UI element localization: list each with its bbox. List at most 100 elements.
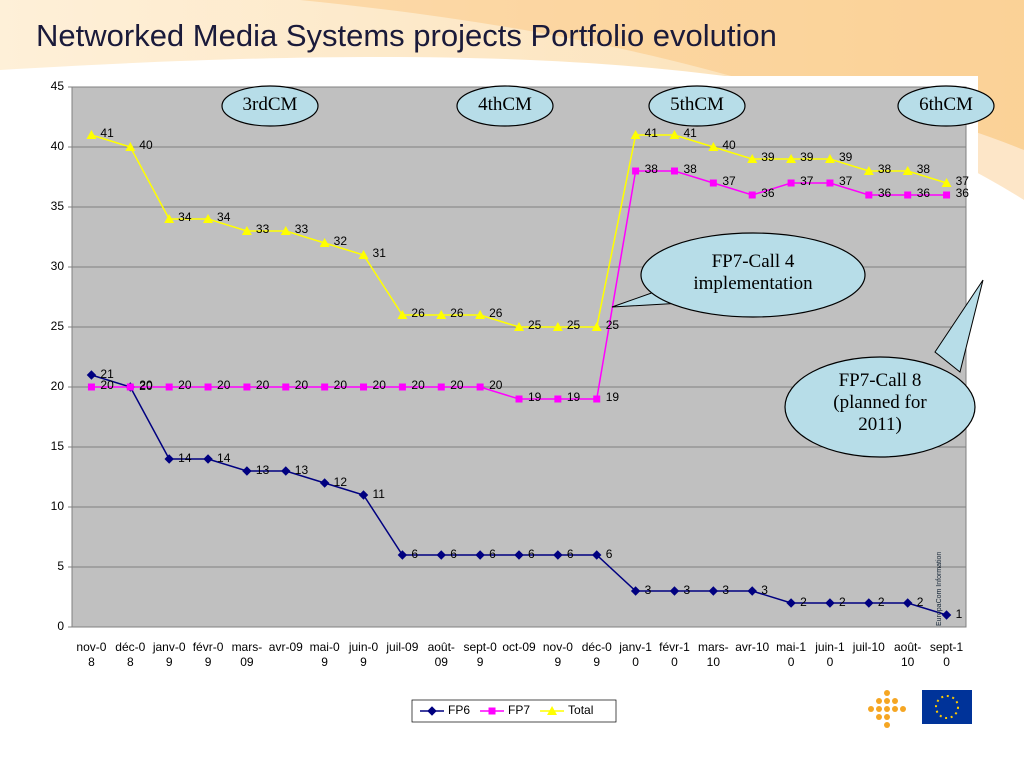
eu-stars [935, 695, 959, 719]
data-point [319, 238, 330, 247]
data-point [87, 383, 95, 391]
x-tick-label: janv-10 [619, 640, 652, 669]
data-point [825, 598, 835, 608]
data-point [242, 466, 252, 476]
annotation-bubble [648, 85, 746, 127]
annotation-bubble [456, 85, 554, 127]
data-label: 20 [334, 378, 348, 392]
callout-text: FP7-Call 8 (planned for 2011) [833, 370, 927, 435]
data-point [241, 226, 252, 235]
data-label: 2 [800, 595, 807, 609]
legend-marker [427, 706, 437, 716]
y-tick-label: 10 [51, 499, 65, 513]
x-tick-label: oct-09 [502, 640, 536, 654]
data-point [554, 395, 562, 403]
data-point [748, 191, 756, 199]
data-point [321, 383, 329, 391]
data-point [164, 214, 175, 223]
y-tick-label: 40 [51, 139, 65, 153]
y-tick-label: 45 [51, 79, 65, 93]
data-label: 13 [256, 463, 270, 477]
data-point [786, 154, 797, 163]
data-point [398, 383, 406, 391]
x-tick-label: déc-08 [115, 640, 146, 669]
data-label: 36 [917, 186, 931, 200]
data-label: 38 [878, 162, 892, 176]
data-point [437, 383, 445, 391]
data-point [941, 178, 952, 187]
data-label: 3 [683, 583, 690, 597]
legend-label: Total [568, 703, 593, 717]
data-label: 37 [722, 174, 736, 188]
callout-bubble [934, 279, 984, 373]
y-tick-label: 30 [51, 259, 65, 273]
annotation-bubble [221, 85, 319, 127]
y-tick-label: 35 [51, 199, 65, 213]
y-tick-label: 5 [57, 559, 64, 573]
data-label: 41 [683, 126, 697, 140]
data-label: 2 [839, 595, 846, 609]
y-tick-label: 20 [51, 379, 65, 393]
data-label: 33 [295, 222, 309, 236]
data-label: 13 [295, 463, 309, 477]
data-label: 40 [722, 138, 736, 152]
data-label: 6 [450, 547, 457, 561]
data-label: 6 [567, 547, 574, 561]
x-tick-label: juil-10 [852, 640, 885, 654]
x-tick-label: nov-08 [76, 640, 107, 669]
plot-area [71, 86, 967, 628]
x-tick-label: mars-10 [698, 640, 729, 669]
x-tick-label: mai-10 [776, 640, 807, 669]
data-label: 40 [139, 138, 153, 152]
data-point [669, 130, 680, 139]
data-point [669, 586, 680, 596]
data-point [592, 550, 602, 560]
data-point [709, 179, 717, 187]
annotation: 6thCM [919, 94, 973, 115]
x-tick-label: juil-09 [386, 640, 419, 654]
data-point [747, 586, 757, 596]
data-point [475, 550, 485, 560]
x-tick-label: nov-09 [542, 640, 573, 669]
data-label: 14 [217, 451, 231, 465]
data-point [203, 214, 214, 223]
data-label: 6 [606, 547, 613, 561]
data-point [164, 454, 174, 464]
data-point [203, 454, 213, 464]
data-label: 39 [800, 150, 814, 164]
data-label: 37 [956, 174, 970, 188]
data-label: 38 [645, 162, 659, 176]
x-tick-label: mai-09 [309, 640, 340, 669]
data-label: 26 [411, 306, 425, 320]
data-point [786, 598, 796, 608]
data-point [165, 383, 173, 391]
callout-text: FP7-Call 4 implementation [693, 251, 813, 294]
data-label: 32 [334, 234, 348, 248]
data-point [515, 395, 523, 403]
data-label: 1 [956, 607, 963, 621]
legend-marker [547, 706, 558, 715]
data-point [282, 383, 290, 391]
data-label: 6 [489, 547, 496, 561]
data-label: 20 [217, 378, 231, 392]
data-label: 37 [839, 174, 853, 188]
data-point [475, 310, 486, 319]
data-point [630, 586, 641, 596]
data-label: 34 [178, 210, 192, 224]
data-point [943, 191, 951, 199]
data-label: 26 [489, 306, 503, 320]
y-tick-label: 25 [51, 319, 65, 333]
data-label: 20 [489, 378, 503, 392]
x-tick-label: févr-10 [659, 640, 690, 669]
data-point [824, 154, 835, 163]
data-point [630, 130, 641, 139]
data-label: 19 [567, 390, 581, 404]
background-swoosh [0, 0, 1024, 150]
data-point [436, 550, 446, 560]
data-label: 41 [100, 126, 114, 140]
data-label: 3 [722, 583, 729, 597]
data-label: 21 [100, 367, 114, 381]
x-tick-label: mars-09 [231, 640, 263, 669]
data-label: 20 [139, 379, 153, 393]
